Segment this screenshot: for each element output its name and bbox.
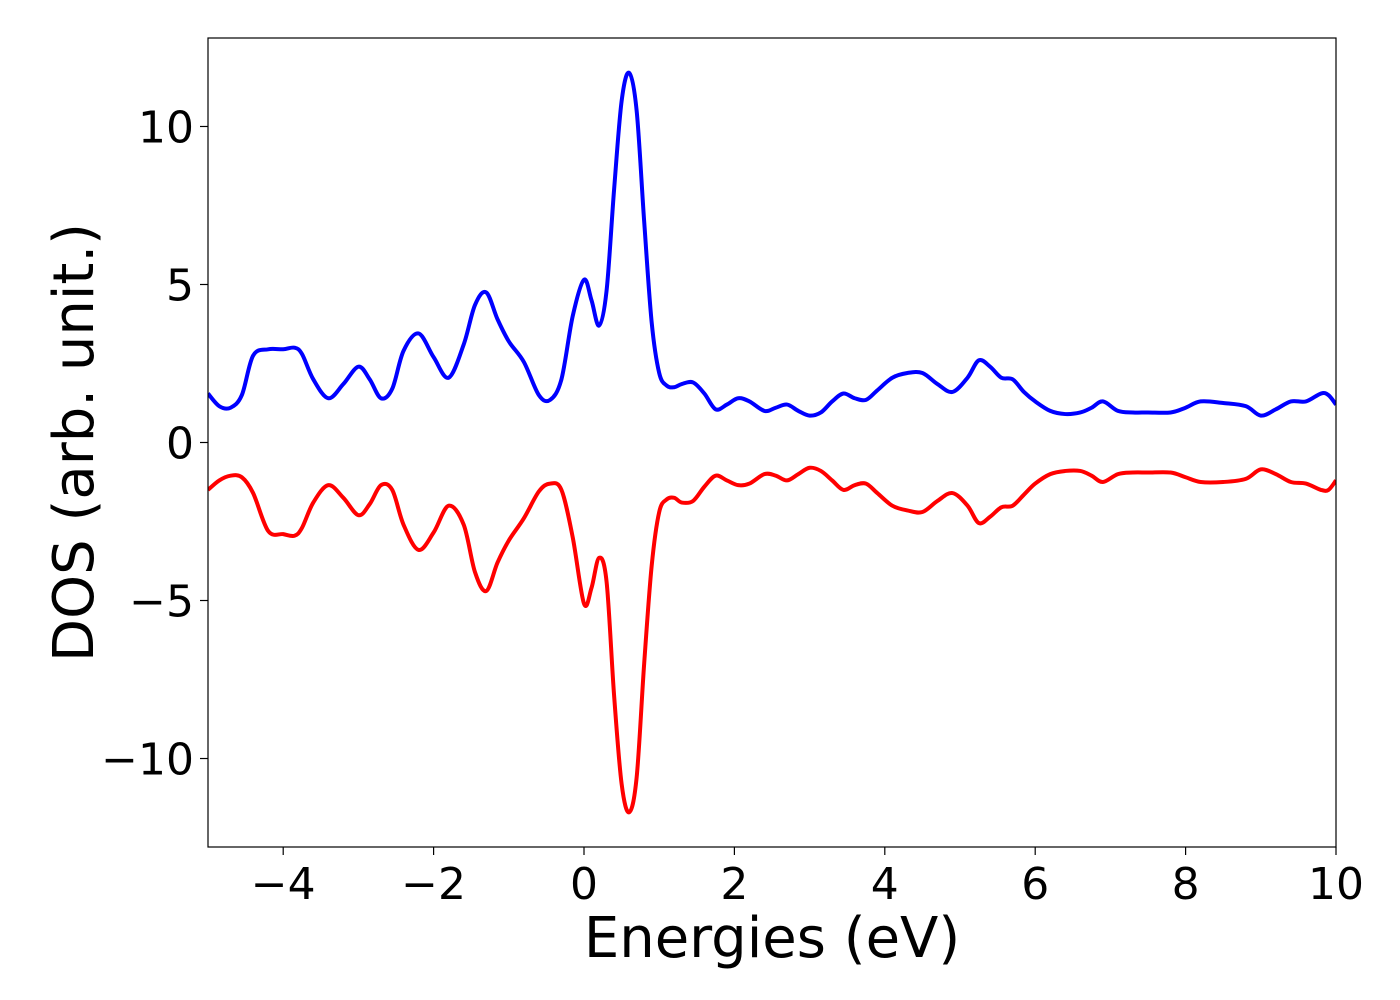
y-tick-label: 0 xyxy=(166,419,194,470)
x-tick-label: −2 xyxy=(401,859,466,910)
plot-frame xyxy=(207,37,1337,848)
y-axis: −10 −5 0 5 10 xyxy=(101,102,208,786)
x-tick-label: 4 xyxy=(871,859,899,910)
series-lines xyxy=(208,70,1336,815)
y-tick-label: −10 xyxy=(101,735,194,786)
series-line-1 xyxy=(208,70,1336,418)
y-tick-label: 5 xyxy=(166,260,194,311)
x-axis-title: Energies (eV) xyxy=(584,906,960,971)
x-axis: −4 −2 0 2 4 6 8 10 xyxy=(251,847,1364,910)
x-tick-label: −4 xyxy=(251,859,316,910)
x-tick-label: 2 xyxy=(720,859,748,910)
y-tick-label: 10 xyxy=(138,102,194,153)
y-tick-label: −5 xyxy=(129,577,194,628)
y-axis-title: DOS (arb. unit.) xyxy=(42,223,107,662)
series-line-2 xyxy=(208,465,1336,815)
x-tick-label: 10 xyxy=(1308,859,1364,910)
x-tick-label: 0 xyxy=(570,859,598,910)
x-tick-label: 6 xyxy=(1021,859,1049,910)
x-tick-label: 8 xyxy=(1172,859,1200,910)
